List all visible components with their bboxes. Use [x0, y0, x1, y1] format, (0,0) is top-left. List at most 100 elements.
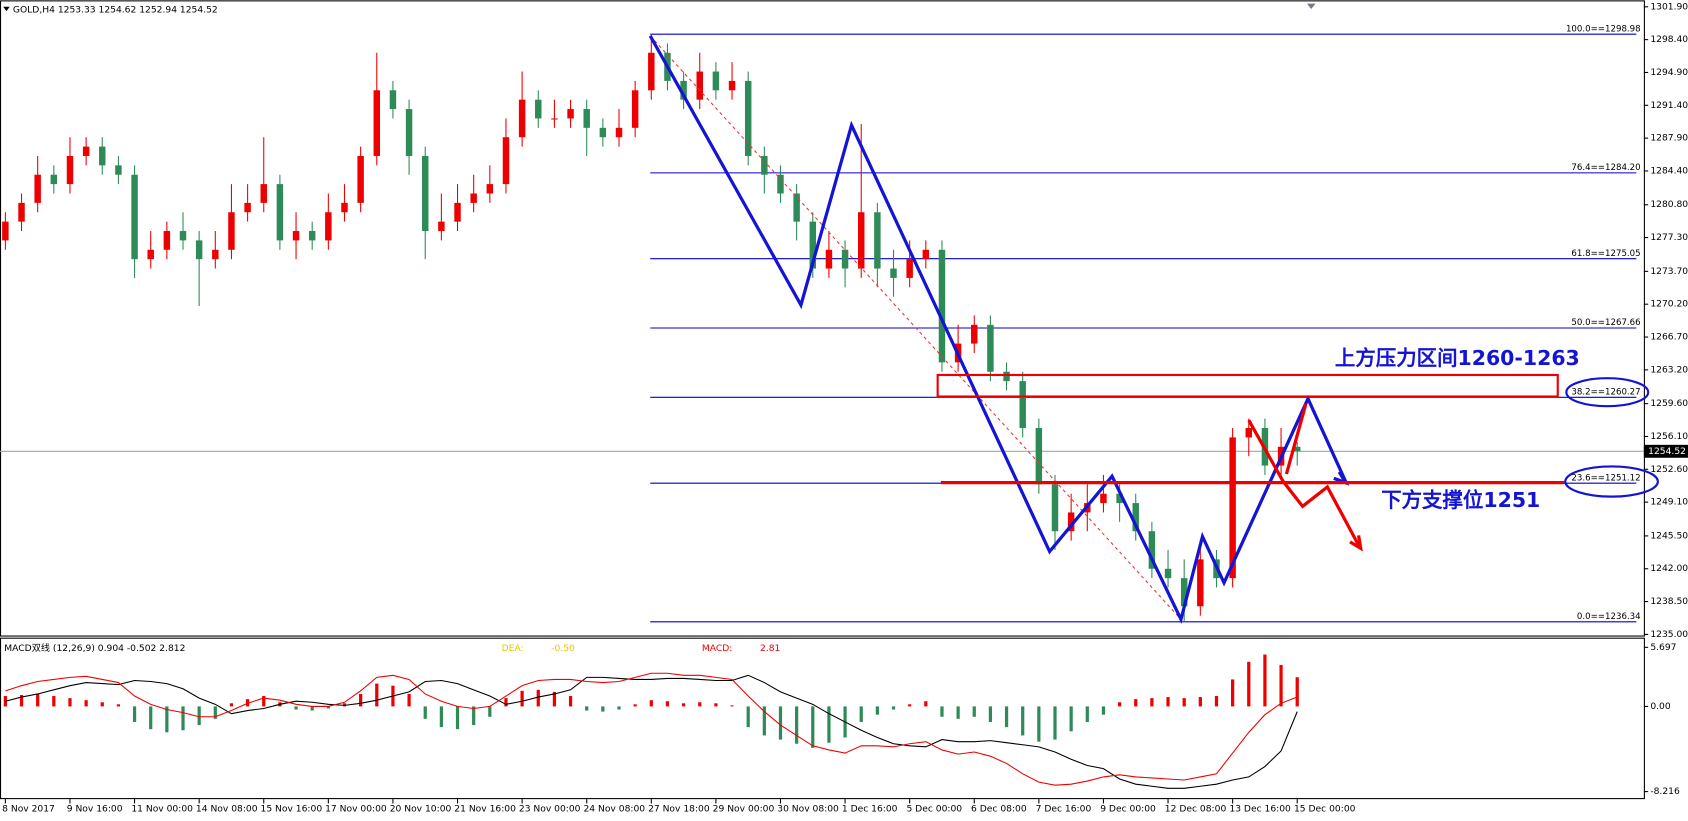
candle-body	[793, 193, 800, 222]
candle-body	[131, 174, 138, 260]
highlight-ellipse	[1565, 377, 1650, 408]
histogram-bar	[504, 698, 508, 707]
symbol-icon	[3, 6, 10, 12]
y-tick-label: 1252.60	[1650, 465, 1688, 475]
candle-body	[357, 155, 364, 203]
candle-body	[82, 146, 90, 156]
candle-body	[906, 259, 913, 278]
candle-body	[825, 249, 833, 269]
highlight-ellipse	[1564, 465, 1659, 498]
candle-body	[1116, 493, 1123, 504]
histogram-bar	[181, 706, 185, 731]
candle-body	[454, 202, 461, 222]
x-tick-label: 9 Dec 00:00	[1100, 804, 1156, 814]
candle-body	[841, 249, 849, 269]
candle-body	[147, 249, 154, 260]
candle-body	[276, 184, 284, 241]
candle-body	[308, 231, 316, 241]
histogram-bar	[1101, 706, 1106, 715]
histogram-bar	[795, 706, 799, 744]
y-tick-label: 1298.40	[1650, 35, 1688, 45]
y-tick-label: 1294.90	[1650, 68, 1688, 78]
histogram-bar	[811, 706, 815, 748]
fib-label: 0.0==1236.34	[1577, 612, 1641, 622]
x-tick-label: 5 Dec 00:00	[906, 804, 962, 814]
y-tick-label: 1256.10	[1650, 432, 1688, 442]
histogram-bar	[988, 706, 993, 722]
histogram-bar	[84, 700, 88, 707]
histogram-bar	[1295, 677, 1299, 707]
histogram-bar	[439, 706, 443, 728]
histogram-bar	[568, 696, 573, 707]
candle-body	[1051, 484, 1059, 532]
y-tick-label: 1277.30	[1650, 233, 1688, 243]
x-tick-label: 12 Dec 08:00	[1165, 804, 1227, 814]
x-tick-label: 15 Dec 00:00	[1294, 804, 1356, 814]
histogram-bar	[1198, 697, 1202, 707]
candle-body	[615, 127, 623, 138]
candle-body	[987, 324, 994, 372]
fib-label: 23.6==1251.12	[1571, 473, 1640, 483]
candle-body	[260, 184, 267, 203]
x-tick-label: 17 Nov 00:00	[325, 804, 387, 814]
candle-body	[50, 174, 58, 185]
candle-body	[631, 90, 639, 128]
candle-body	[99, 146, 106, 166]
histogram-bar	[1214, 696, 1219, 707]
x-tick-label: 15 Nov 16:00	[261, 804, 323, 814]
histogram-bar	[649, 700, 653, 707]
x-tick-label: 20 Nov 10:00	[390, 804, 452, 814]
y-tick-label: 1235.00	[1650, 630, 1688, 640]
macd-title: MACD双线 (12,26,9) 0.904 -0.502 2.812	[4, 642, 185, 654]
y-tick-label: 1301.90	[1650, 2, 1688, 12]
candle-body	[1245, 428, 1253, 438]
dea-value: -0.50	[551, 644, 575, 654]
histogram-bar	[229, 703, 234, 707]
candle-body	[195, 240, 203, 260]
candle-body	[341, 202, 348, 213]
histogram-bar	[1069, 706, 1073, 732]
last-price-tag	[1643, 444, 1688, 458]
histogram-bar	[407, 693, 411, 707]
last-price-label: 1254.52	[1648, 447, 1686, 457]
histogram-bar	[149, 706, 153, 730]
x-tick-label: 6 Dec 08:00	[971, 804, 1027, 814]
histogram-bar	[165, 706, 169, 733]
y-tick-label: 1291.40	[1650, 101, 1688, 111]
histogram-bar	[488, 706, 492, 717]
histogram-bar	[891, 706, 896, 710]
histogram-bar	[746, 706, 750, 728]
x-tick-label: 11 Nov 00:00	[131, 804, 193, 814]
x-tick-label: 7 Dec 16:00	[1036, 804, 1092, 814]
histogram-bar	[1231, 679, 1235, 707]
histogram-bar	[19, 695, 24, 707]
histogram-bar	[1037, 706, 1041, 742]
histogram-bar	[213, 706, 217, 719]
candle-body	[761, 155, 768, 175]
histogram-bar	[665, 701, 670, 707]
histogram-bar	[1085, 706, 1089, 722]
candle-body	[18, 202, 25, 222]
candle-body	[34, 174, 41, 203]
candle-body	[922, 249, 930, 260]
candle-body	[518, 99, 526, 138]
y-tick-label: -8.216	[1650, 787, 1680, 797]
y-tick-label: 0.00	[1650, 702, 1671, 712]
y-tick-label: 1238.50	[1650, 597, 1688, 607]
menu-arrow[interactable]	[1306, 3, 1316, 9]
main-frame	[0, 0, 1645, 637]
x-tick-label: 29 Nov 00:00	[713, 804, 775, 814]
histogram-bar	[859, 706, 863, 722]
histogram-bar	[714, 703, 718, 707]
x-tick-label: 14 Nov 08:00	[196, 804, 258, 814]
y-tick-label: 1280.80	[1650, 200, 1688, 210]
histogram-bar	[262, 696, 266, 707]
candle-body	[567, 109, 574, 119]
down-arrow	[1349, 535, 1363, 552]
candle-body	[502, 137, 510, 185]
candle-body	[486, 184, 494, 194]
histogram-bar	[730, 705, 734, 707]
histogram-bar	[924, 701, 928, 707]
histogram-bar	[1053, 706, 1057, 740]
